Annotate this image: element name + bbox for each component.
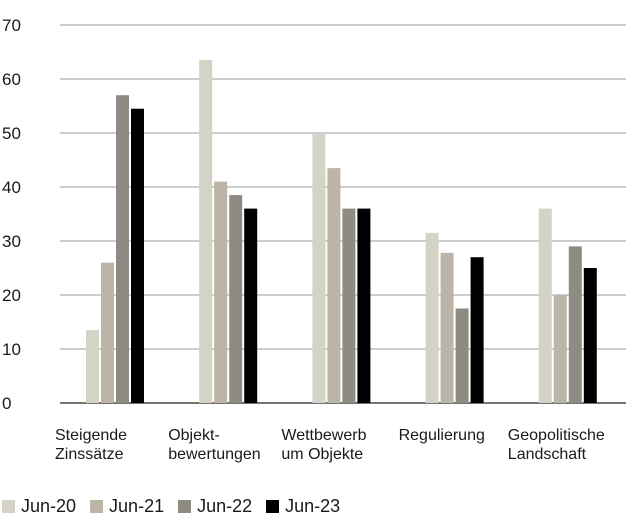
bar (199, 60, 213, 403)
bar (553, 295, 567, 403)
x-tick-label-line: Landschaft (507, 446, 587, 463)
bar (101, 262, 114, 403)
legend-label: Jun-20 (21, 495, 77, 516)
bar (131, 108, 144, 403)
bar (455, 308, 469, 403)
bar (470, 257, 484, 403)
x-tick-label: Wettbewerb um Objekte (281, 426, 400, 468)
bars (86, 60, 597, 403)
y-tick-label: 30 (2, 232, 21, 251)
x-tick-label-line: Zinssätze (55, 446, 124, 463)
bar (538, 208, 552, 403)
legend-swatch (2, 499, 15, 513)
legend: Jun-20 Jun-21 Jun-22 Jun-23 (2, 494, 354, 518)
y-tick-label: 60 (2, 70, 21, 89)
y-tick-label: 10 (2, 340, 21, 359)
bar (244, 208, 258, 403)
x-tick-label: Steigende Zinssätze (55, 426, 174, 468)
bar (342, 208, 356, 403)
x-tick-label-line: Geopolitische (507, 427, 605, 444)
y-tick-label: 70 (2, 16, 21, 35)
bar (440, 252, 454, 403)
gridlines (60, 24, 626, 404)
y-axis-ticks: 0 10 20 30 40 50 60 70 (2, 16, 21, 413)
bar (116, 95, 129, 403)
bar (425, 232, 439, 403)
y-tick-label: 20 (2, 286, 21, 305)
legend-label: Jun-23 (285, 495, 341, 516)
bar (568, 246, 582, 403)
bar (229, 195, 243, 403)
bar (214, 181, 228, 403)
legend-item: Jun-23 (266, 496, 340, 517)
legend-swatch (178, 499, 192, 513)
legend-item: Jun-22 (178, 496, 252, 517)
x-tick-label-line: Steigende (55, 427, 128, 444)
bar (583, 268, 597, 403)
x-tick-label-line: Objekt- (168, 427, 220, 444)
bar (86, 330, 99, 403)
legend-label: Jun-21 (109, 495, 165, 516)
x-tick-label-line: bewertungen (168, 446, 261, 463)
legend-item: Jun-20 (2, 496, 76, 517)
bar (357, 208, 371, 403)
y-tick-label: 0 (2, 394, 11, 413)
x-tick-label-line: Regulierung (398, 427, 485, 444)
x-tick-label: Objekt-bewertungen (168, 426, 287, 474)
legend-swatch (266, 499, 280, 513)
x-tick-label: Geopolitische Landschaft (508, 426, 644, 468)
x-tick-label-line: um Objekte (281, 446, 364, 463)
y-tick-label: 40 (2, 178, 21, 197)
legend-swatch (90, 499, 104, 513)
legend-item: Jun-21 (90, 496, 164, 517)
x-tick-label-line: Wettbewerb (281, 427, 367, 444)
legend-label: Jun-22 (197, 495, 253, 516)
bar (312, 133, 326, 403)
y-tick-label: 50 (2, 124, 21, 143)
x-tick-label: Regulierung (399, 426, 518, 468)
bar (327, 168, 341, 403)
